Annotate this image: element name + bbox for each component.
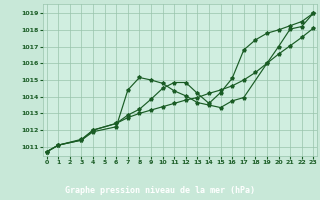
Text: Graphe pression niveau de la mer (hPa): Graphe pression niveau de la mer (hPa) — [65, 186, 255, 195]
